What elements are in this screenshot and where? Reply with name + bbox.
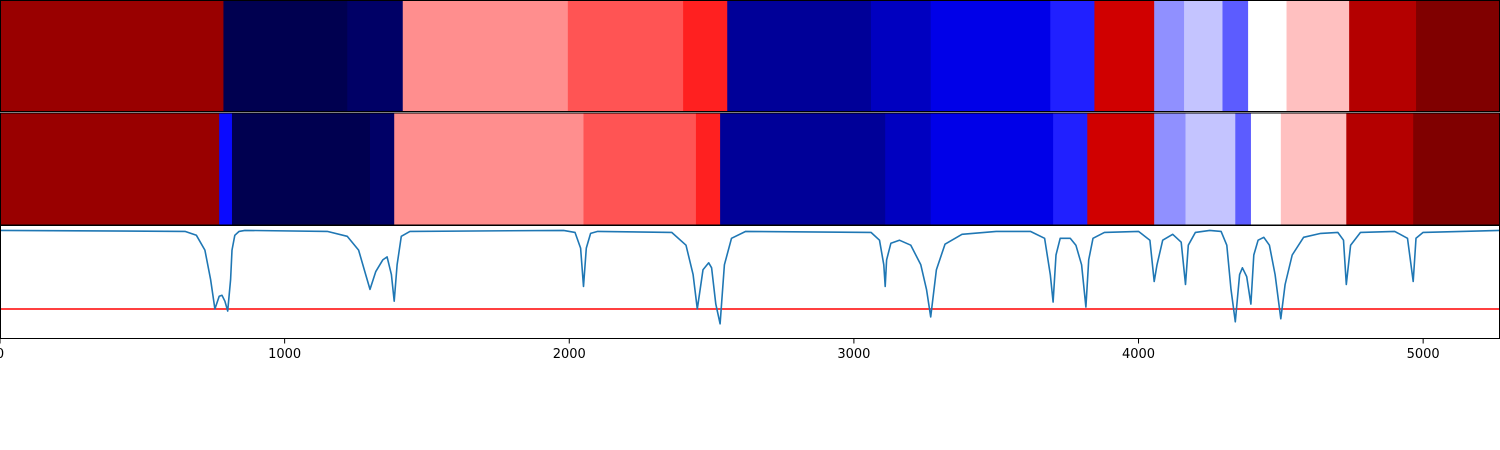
line-panel-background (0, 225, 1500, 339)
heatmap-cell-r2-s16 (1250, 113, 1282, 225)
heatmap-cell-r2-s2 (219, 113, 233, 225)
heatmap-cell-r1-s1 (0, 0, 224, 112)
heatmap-cell-r2-s8 (720, 113, 886, 225)
x-tick-label: 5000 (1407, 347, 1440, 362)
heatmap-cell-r2-s10 (930, 113, 1054, 225)
heatmap-cell-r1-s14 (1222, 0, 1249, 112)
heatmap-cell-r1-s4 (402, 0, 569, 112)
heatmap-cell-r2-s6 (583, 113, 697, 225)
heatmap-cell-r1-s16 (1286, 0, 1350, 112)
heatmap-cell-r1-s3 (347, 0, 404, 112)
heatmap-cell-r2-s1 (0, 113, 220, 225)
heatmap-cell-r1-s11 (1094, 0, 1155, 112)
heatmap-cell-r1-s2 (223, 0, 348, 112)
heatmap-cell-r2-s18 (1346, 113, 1414, 225)
heatmap-cell-r1-s10 (1050, 0, 1095, 112)
heatmap-cell-r2-s13 (1154, 113, 1186, 225)
heatmap-cell-r1-s18 (1416, 0, 1500, 112)
heatmap-cell-r2-s14 (1185, 113, 1236, 225)
heatmap-cell-r2-s9 (885, 113, 932, 225)
x-tick-label: 4000 (1122, 347, 1155, 362)
heatmap-cell-r1-s6 (683, 0, 728, 112)
x-tick-label: 0 (0, 347, 4, 362)
heatmap-cell-r1-s12 (1154, 0, 1185, 112)
heatmap-cell-r2-s11 (1053, 113, 1088, 225)
heatmap-cell-r1-s9 (930, 0, 1051, 112)
series-line (0, 229, 1500, 325)
heatmap-cell-r1-s5 (567, 0, 684, 112)
heatmap-row-1 (0, 0, 1500, 112)
heatmap-cell-r2-s3 (231, 113, 371, 225)
heatmap-row-2 (0, 113, 1500, 225)
x-tick-label: 2000 (553, 347, 586, 362)
heatmap-cell-r2-s17 (1280, 113, 1347, 225)
x-axis: 0 1000 2000 3000 4000 5000 (0, 338, 1440, 362)
heatmap-cell-r1-s13 (1184, 0, 1223, 112)
heatmap-cell-r2-s19 (1413, 113, 1500, 225)
heatmap-cell-r2-s4 (370, 113, 395, 225)
heatmap-cell-r2-s15 (1235, 113, 1252, 225)
x-tick-label: 1000 (268, 347, 301, 362)
line-panel (0, 225, 1500, 339)
heatmap-cell-r1-s15 (1248, 0, 1288, 112)
heatmap-cell-r2-s7 (695, 113, 721, 225)
heatmap-cell-r1-s8 (870, 0, 932, 112)
heatmap-cell-r1-s17 (1349, 0, 1417, 112)
heatmap-cell-r1-s7 (727, 0, 872, 112)
heatmap-cell-r2-s12 (1087, 113, 1155, 225)
heatmap-cell-r2-s5 (394, 113, 584, 225)
x-tick-label: 3000 (837, 347, 870, 362)
